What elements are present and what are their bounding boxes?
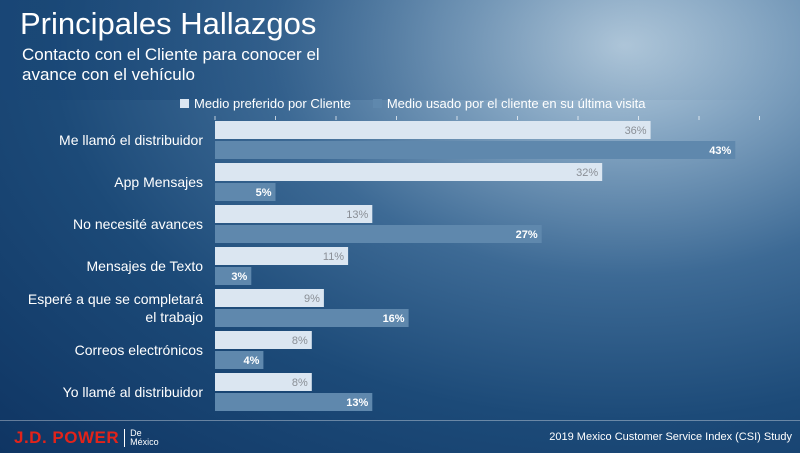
logo-divider bbox=[124, 429, 126, 447]
category-label: Mensajes de Texto bbox=[87, 258, 204, 274]
study-name: 2019 Mexico Customer Service Index (CSI)… bbox=[549, 431, 792, 443]
value-label-preferred: 32% bbox=[576, 167, 598, 179]
bar-preferred bbox=[215, 205, 373, 223]
category-label-line: Esperé a que se completará bbox=[28, 291, 203, 307]
value-label-preferred: 9% bbox=[304, 293, 320, 305]
category-label: App Mensajes bbox=[114, 174, 203, 190]
value-label-used: 16% bbox=[383, 313, 405, 325]
title-area bbox=[0, 0, 800, 100]
value-label-preferred: 8% bbox=[292, 335, 308, 347]
value-label-preferred: 8% bbox=[292, 377, 308, 389]
jd-power-logo: J.D. POWER De México bbox=[14, 428, 159, 448]
bar-preferred bbox=[215, 121, 651, 139]
category-label-line: Yo llamé al distribuidor bbox=[63, 384, 204, 400]
value-label-used: 3% bbox=[231, 271, 247, 283]
category-label-line: Mensajes de Texto bbox=[87, 258, 204, 274]
category-label-line: Correos electrónicos bbox=[75, 342, 203, 358]
bar-used bbox=[215, 267, 252, 285]
value-label-used: 5% bbox=[256, 187, 272, 199]
value-label-preferred: 11% bbox=[323, 251, 344, 263]
category-label: Esperé a que se completará el trabajo bbox=[28, 291, 203, 325]
value-label-used: 43% bbox=[709, 145, 731, 157]
value-label-used: 4% bbox=[243, 355, 259, 367]
category-label-line: el trabajo bbox=[145, 309, 203, 325]
bar-used bbox=[215, 183, 276, 201]
category-label: Correos electrónicos bbox=[75, 342, 203, 358]
category-label-line: No necesité avances bbox=[73, 216, 203, 232]
footer-divider bbox=[0, 420, 800, 421]
legend-swatch-preferred bbox=[180, 99, 189, 108]
value-label-used: 13% bbox=[346, 397, 368, 409]
legend-label-used: Medio usado por el cliente en su última … bbox=[386, 96, 646, 111]
page-subtitle: Contacto con el Cliente para conocer el … bbox=[22, 45, 320, 84]
logo-main-text: J.D. POWER bbox=[14, 428, 120, 447]
bar-preferred bbox=[215, 289, 324, 307]
logo-sub-text: De México bbox=[130, 429, 159, 447]
legend-item-used: Medio usado por el cliente en su última … bbox=[372, 96, 646, 111]
bar-used bbox=[215, 351, 264, 369]
value-label-preferred: 13% bbox=[346, 209, 368, 221]
value-label-used: 27% bbox=[516, 229, 538, 241]
chart-legend: Medio preferido por Cliente Medio usado … bbox=[180, 96, 646, 111]
logo-sub-line-1: De bbox=[130, 428, 142, 438]
bar-preferred bbox=[215, 373, 312, 391]
bar-used bbox=[215, 141, 736, 159]
bar-used bbox=[215, 225, 542, 243]
page-title: Principales Hallazgos bbox=[20, 6, 317, 41]
legend-swatch-used bbox=[372, 99, 382, 108]
legend-item-preferred: Medio preferido por Cliente bbox=[180, 96, 351, 111]
value-label-preferred: 36% bbox=[625, 125, 647, 137]
category-label: Yo llamé al distribuidor bbox=[63, 384, 204, 400]
legend-label-preferred: Medio preferido por Cliente bbox=[194, 96, 351, 111]
bar-preferred bbox=[215, 331, 312, 349]
category-label: No necesité avances bbox=[73, 216, 203, 232]
bar-used bbox=[215, 309, 409, 327]
bar-used bbox=[215, 393, 373, 411]
category-label-line: App Mensajes bbox=[114, 174, 203, 190]
bar-chart: Me llamó el distribuidor 36% 43% App Mensaj… bbox=[28, 121, 736, 411]
category-label-line: Me llamó el distribuidor bbox=[59, 132, 203, 148]
logo-sub-line-2: México bbox=[130, 437, 159, 447]
category-label: Me llamó el distribuidor bbox=[59, 132, 203, 148]
bar-preferred bbox=[215, 163, 603, 181]
bar-preferred bbox=[215, 247, 349, 265]
